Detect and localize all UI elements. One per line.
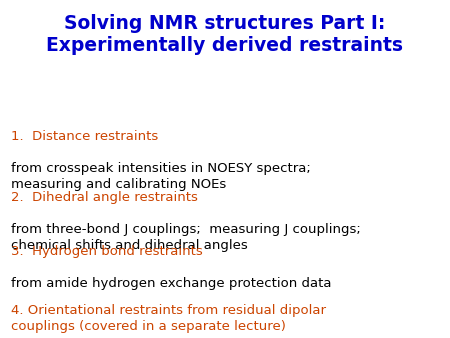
Text: Solving NMR structures Part I:
Experimentally derived restraints: Solving NMR structures Part I: Experimen… [46,14,404,55]
Text: 4. Orientational restraints from residual dipolar
couplings (covered in a separa: 4. Orientational restraints from residua… [11,304,326,333]
Text: from three-bond J couplings;  measuring J couplings;
chemical shifts and dihedra: from three-bond J couplings; measuring J… [11,223,361,252]
Text: 3.  Hydrogen bond restraints: 3. Hydrogen bond restraints [11,245,203,258]
Text: 1.  Distance restraints: 1. Distance restraints [11,130,158,143]
Text: 2.  Dihedral angle restraints: 2. Dihedral angle restraints [11,191,198,204]
Text: from amide hydrogen exchange protection data: from amide hydrogen exchange protection … [11,277,332,290]
Text: from crosspeak intensities in NOESY spectra;
measuring and calibrating NOEs: from crosspeak intensities in NOESY spec… [11,162,311,191]
